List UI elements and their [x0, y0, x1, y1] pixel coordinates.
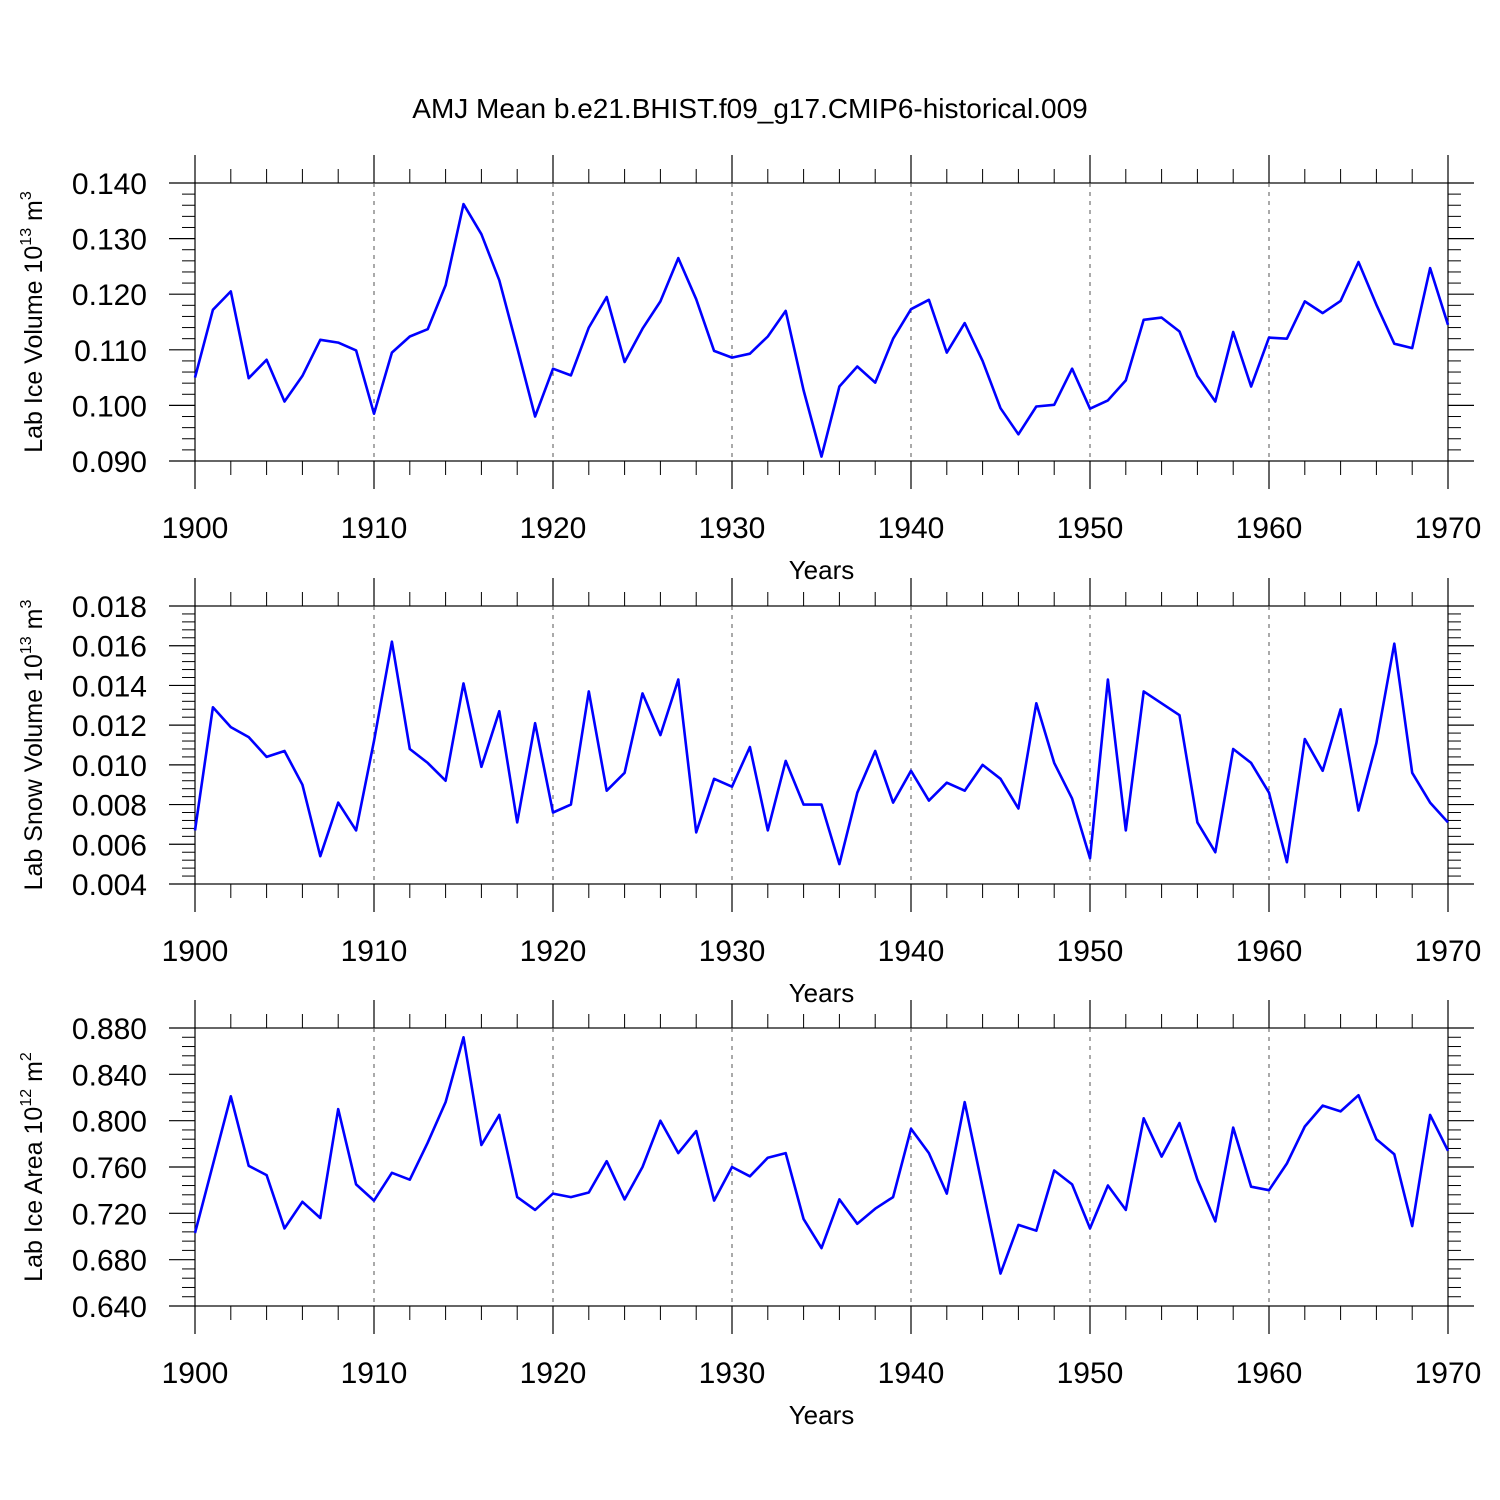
series-line — [193, 640, 1449, 866]
x-axis-label: Years — [789, 555, 855, 585]
y-tick-label: 0.090 — [72, 446, 147, 479]
y-axis-label-main: Lab Snow Volume 10 — [20, 654, 48, 890]
y-tick-label: 0.004 — [72, 869, 147, 902]
y-axis-label-exp: 12 — [18, 1089, 35, 1107]
x-axis-label: Years — [789, 1400, 855, 1430]
x-tick-label: 1910 — [341, 1357, 408, 1390]
y-axis-label-unit-exp: 3 — [18, 600, 35, 609]
y-tick-label: 0.880 — [72, 1013, 147, 1046]
series-line — [193, 1036, 1450, 1275]
y-tick-label: 0.006 — [72, 829, 147, 862]
y-tick-label: 0.140 — [72, 168, 147, 201]
y-axis-label-exp: 13 — [18, 228, 35, 246]
y-tick-label: 0.018 — [72, 591, 147, 624]
x-tick-label: 1900 — [162, 935, 229, 968]
x-tick-label: 1940 — [878, 935, 945, 968]
chart-title: AMJ Mean b.e21.BHIST.f09_g17.CMIP6-histo… — [412, 93, 1087, 124]
x-tick-label: 1920 — [520, 512, 587, 545]
x-tick-label: 1920 — [520, 935, 587, 968]
x-tick-label: 1970 — [1415, 935, 1482, 968]
y-tick-label: 0.640 — [72, 1291, 147, 1324]
series-line — [193, 202, 1450, 458]
x-tick-label: 1900 — [162, 512, 229, 545]
x-tick-label: 1930 — [699, 512, 766, 545]
x-tick-label: 1910 — [341, 512, 408, 545]
y-tick-label: 0.010 — [72, 750, 147, 783]
x-tick-label: 1970 — [1415, 1357, 1482, 1390]
x-tick-label: 1960 — [1236, 512, 1303, 545]
y-axis-label: Lab Ice Area 1012 m2 — [18, 1052, 48, 1282]
panel-1: 1900 1910 1920 1930 1940 1950 1960 1970 0.090 0.1… — [18, 155, 1481, 585]
y-axis-label-unit-exp: 2 — [18, 1052, 35, 1061]
y-axis-label-unit-exp: 3 — [18, 191, 35, 200]
y-tick-label: 0.800 — [72, 1106, 147, 1139]
x-tick-label: 1930 — [699, 935, 766, 968]
plot-frame — [194, 1027, 1449, 1307]
x-tick-label: 1940 — [878, 1357, 945, 1390]
y-tick-label: 0.120 — [72, 279, 147, 312]
y-tick-label: 0.760 — [72, 1152, 147, 1185]
y-tick-label: 0.110 — [74, 335, 147, 368]
y-tick-label: 0.720 — [72, 1198, 147, 1231]
panel-3: 1900 1910 1920 1930 1940 1950 1960 1970 0.640 0.6… — [18, 1000, 1481, 1430]
x-axis-label: Years — [789, 978, 855, 1008]
y-tick-label: 0.012 — [72, 710, 147, 743]
x-tick-label: 1930 — [699, 1357, 766, 1390]
x-tick-label: 1920 — [520, 1357, 587, 1390]
x-tick-label: 1910 — [341, 935, 408, 968]
y-tick-label: 0.100 — [72, 390, 147, 423]
y-tick-label: 0.130 — [72, 224, 147, 257]
panels: 1900 1910 1920 1930 1940 1950 1960 1970 0.090 0.1… — [18, 155, 1481, 1430]
y-axis-label-unit: m — [20, 609, 48, 637]
y-tick-label: 0.680 — [72, 1245, 147, 1278]
y-axis-label-main: Lab Ice Area 10 — [20, 1107, 48, 1282]
x-tick-label: 1950 — [1057, 1357, 1124, 1390]
x-tick-label: 1900 — [162, 1357, 229, 1390]
y-tick-label: 0.008 — [72, 790, 147, 823]
y-tick-label: 0.840 — [72, 1059, 147, 1092]
x-tick-label: 1940 — [878, 512, 945, 545]
plot-frame — [194, 182, 1449, 462]
y-axis-label-unit: m — [20, 1061, 48, 1089]
y-axis-label: Lab Snow Volume 1013 m3 — [18, 600, 48, 891]
panel-2: 1900 1910 1920 1930 1940 1950 1960 1970 0.004 0.0… — [18, 578, 1481, 1008]
x-tick-label: 1960 — [1236, 1357, 1303, 1390]
x-tick-label: 1950 — [1057, 512, 1124, 545]
y-tick-label: 0.014 — [72, 670, 147, 703]
y-axis-label-unit: m — [20, 200, 48, 228]
x-tick-label: 1960 — [1236, 935, 1303, 968]
x-tick-label: 1970 — [1415, 512, 1482, 545]
x-tick-label: 1950 — [1057, 935, 1124, 968]
y-axis-label: Lab Ice Volume 1013 m3 — [18, 191, 48, 453]
y-axis-label-main: Lab Ice Volume 10 — [20, 246, 48, 453]
y-axis-label-exp: 13 — [18, 636, 35, 654]
plot-frame — [194, 605, 1449, 885]
y-tick-label: 0.016 — [72, 631, 147, 664]
